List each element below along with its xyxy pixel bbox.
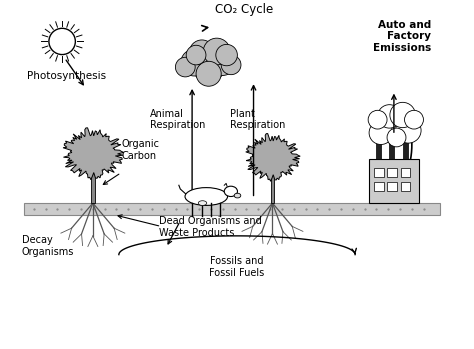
Text: Fossils and
Fossil Fuels: Fossils and Fossil Fuels [210,256,264,278]
Ellipse shape [234,193,241,198]
Circle shape [49,28,75,54]
Circle shape [208,47,237,75]
Bar [271,173,274,203]
Circle shape [369,121,393,144]
Circle shape [189,40,214,65]
Circle shape [203,38,230,65]
Text: Animal
Respiration: Animal Respiration [150,109,205,130]
Text: Photosynthesis: Photosynthesis [27,71,106,81]
Ellipse shape [224,186,237,196]
Polygon shape [24,203,440,215]
Text: Decay
Organisms: Decay Organisms [22,235,74,257]
Circle shape [221,55,241,75]
Circle shape [396,118,421,143]
Circle shape [379,113,409,143]
Bar [376,141,381,158]
Polygon shape [246,134,300,181]
Bar [369,158,419,203]
Circle shape [387,128,406,147]
Text: Plant
Respiration: Plant Respiration [230,109,285,130]
Bar [401,168,410,177]
Circle shape [390,102,415,128]
Ellipse shape [198,201,207,206]
Circle shape [186,45,206,65]
Circle shape [181,49,208,76]
Text: Auto and
Factory
Emissions: Auto and Factory Emissions [373,20,431,53]
Bar [91,170,94,203]
Circle shape [196,61,221,86]
Text: CO₂ Cycle: CO₂ Cycle [215,3,273,16]
Bar [389,141,394,158]
Bar [387,182,397,191]
Circle shape [368,110,387,129]
Polygon shape [63,128,124,180]
Circle shape [404,110,423,129]
Circle shape [191,48,226,82]
Circle shape [378,105,401,128]
Bar [374,168,383,177]
Circle shape [216,44,237,66]
Bar [403,141,408,158]
Bar [374,182,383,191]
Bar [401,182,410,191]
Text: Organic
Carbon: Organic Carbon [121,139,159,161]
Text: Dead Organisms and
Waste Products: Dead Organisms and Waste Products [159,216,262,238]
Ellipse shape [185,188,228,206]
Circle shape [175,57,195,77]
Bar [387,168,397,177]
